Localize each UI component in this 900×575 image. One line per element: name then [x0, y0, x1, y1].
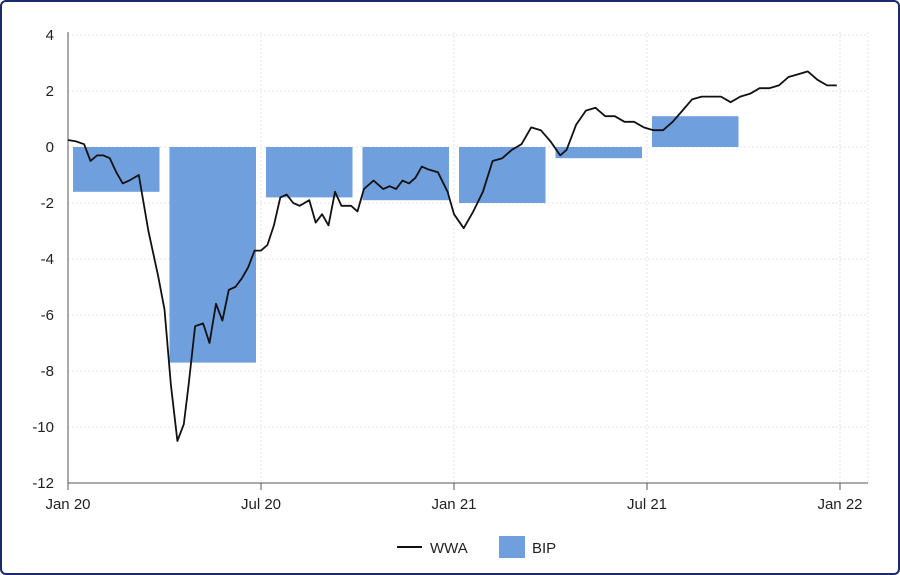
bar-bip-0	[73, 147, 160, 192]
bar-bip-5	[555, 147, 642, 159]
x-tick-labels: Jan 20 Jul 20 Jan 21 Jul 21 Jan 22	[45, 496, 862, 513]
x-tick-label: Jul 20	[241, 496, 281, 513]
legend-label-bip: BIP	[532, 540, 556, 557]
bar-bip-2	[266, 147, 353, 198]
bar-bip-3	[362, 147, 449, 201]
line-wwa	[67, 70, 837, 442]
y-tick-label: 4	[46, 27, 54, 44]
y-tick-label: -2	[41, 195, 54, 212]
bars	[73, 116, 739, 363]
legend-swatch-bip	[499, 536, 525, 558]
y-tick-label: -10	[32, 419, 54, 436]
axes	[67, 32, 868, 490]
bar-bip-1	[169, 147, 256, 363]
y-tick-labels: 4 2 0 -2 -4 -6 -8 -10 -12	[32, 27, 54, 492]
y-tick-label: -6	[41, 307, 54, 324]
x-tick-label: Jan 21	[431, 496, 476, 513]
x-tick-label: Jan 22	[817, 496, 862, 513]
legend-label-wwa: WWA	[430, 540, 468, 557]
y-tick-label: -8	[41, 363, 54, 380]
legend: WWA BIP	[397, 536, 556, 558]
y-tick-label: 2	[46, 83, 54, 100]
y-tick-label: 0	[46, 139, 54, 156]
y-tick-label: -12	[32, 475, 54, 492]
bar-bip-6	[652, 116, 739, 147]
bar-bip-4	[459, 147, 546, 203]
x-tick-label: Jan 20	[45, 496, 90, 513]
y-tick-label: -4	[41, 251, 54, 268]
x-tick-label: Jul 21	[627, 496, 667, 513]
line-series	[67, 70, 837, 442]
